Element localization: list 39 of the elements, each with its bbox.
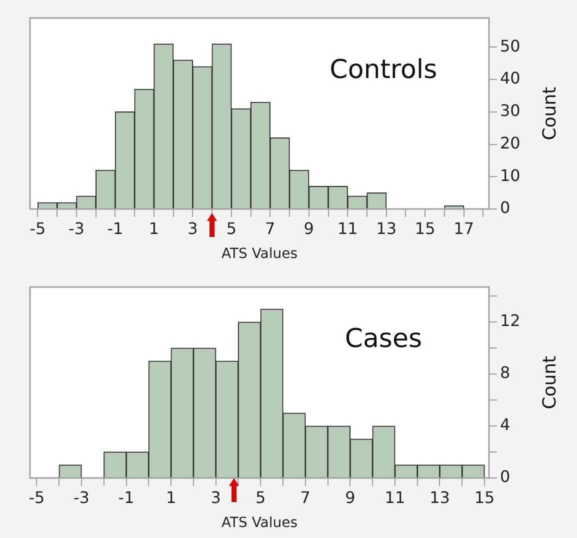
x-tick-label: 9 xyxy=(345,488,356,507)
x-tick-label: 7 xyxy=(300,488,310,507)
x-tick-label: 15 xyxy=(414,218,436,238)
x-tick-label: 5 xyxy=(256,488,266,507)
x-tick-label: 3 xyxy=(210,488,221,507)
y-tick-label: 12 xyxy=(500,311,520,330)
x-tick-label: 5 xyxy=(226,218,237,238)
y-tick-label: 8 xyxy=(500,363,510,382)
y-tick-label: 0 xyxy=(500,467,510,486)
x-tick-label: 9 xyxy=(304,218,314,238)
x-tick-label: 3 xyxy=(188,218,198,238)
y-tick-label: 50 xyxy=(500,36,520,56)
x-tick-label: 1 xyxy=(166,488,176,507)
y-tick-label: 10 xyxy=(500,166,520,185)
x-tick-label: 13 xyxy=(430,488,450,507)
x-tick-label: -5 xyxy=(30,218,46,238)
x-tick-label: 15 xyxy=(474,488,495,507)
x-tick-label: 11 xyxy=(384,488,406,507)
x-tick-label: -3 xyxy=(74,488,90,507)
x-axis-title: ATS Values xyxy=(221,246,298,262)
text: Cases xyxy=(344,324,422,354)
x-tick-label: -3 xyxy=(68,218,84,238)
x-tick-label: 13 xyxy=(376,218,397,238)
y-axis-title: Count xyxy=(540,356,561,410)
x-tick-label: -5 xyxy=(28,488,45,507)
x-tick-label: 7 xyxy=(265,218,276,238)
y-tick-label: 20 xyxy=(500,133,520,152)
y-tick-label: 30 xyxy=(500,101,520,120)
y-tick-label: 40 xyxy=(500,68,520,88)
x-tick-label: 11 xyxy=(337,218,358,238)
y-axis-title: Count xyxy=(540,86,561,140)
x-axis-title: ATS Values xyxy=(221,515,298,532)
y-tick-label: 0 xyxy=(500,198,510,218)
y-tick-label: 4 xyxy=(500,415,510,434)
x-tick-label: -1 xyxy=(107,218,124,238)
x-tick-label: -1 xyxy=(118,488,134,507)
x-tick-label: 17 xyxy=(454,218,474,238)
x-tick-label: 1 xyxy=(148,218,160,238)
text: Controls xyxy=(330,55,438,86)
